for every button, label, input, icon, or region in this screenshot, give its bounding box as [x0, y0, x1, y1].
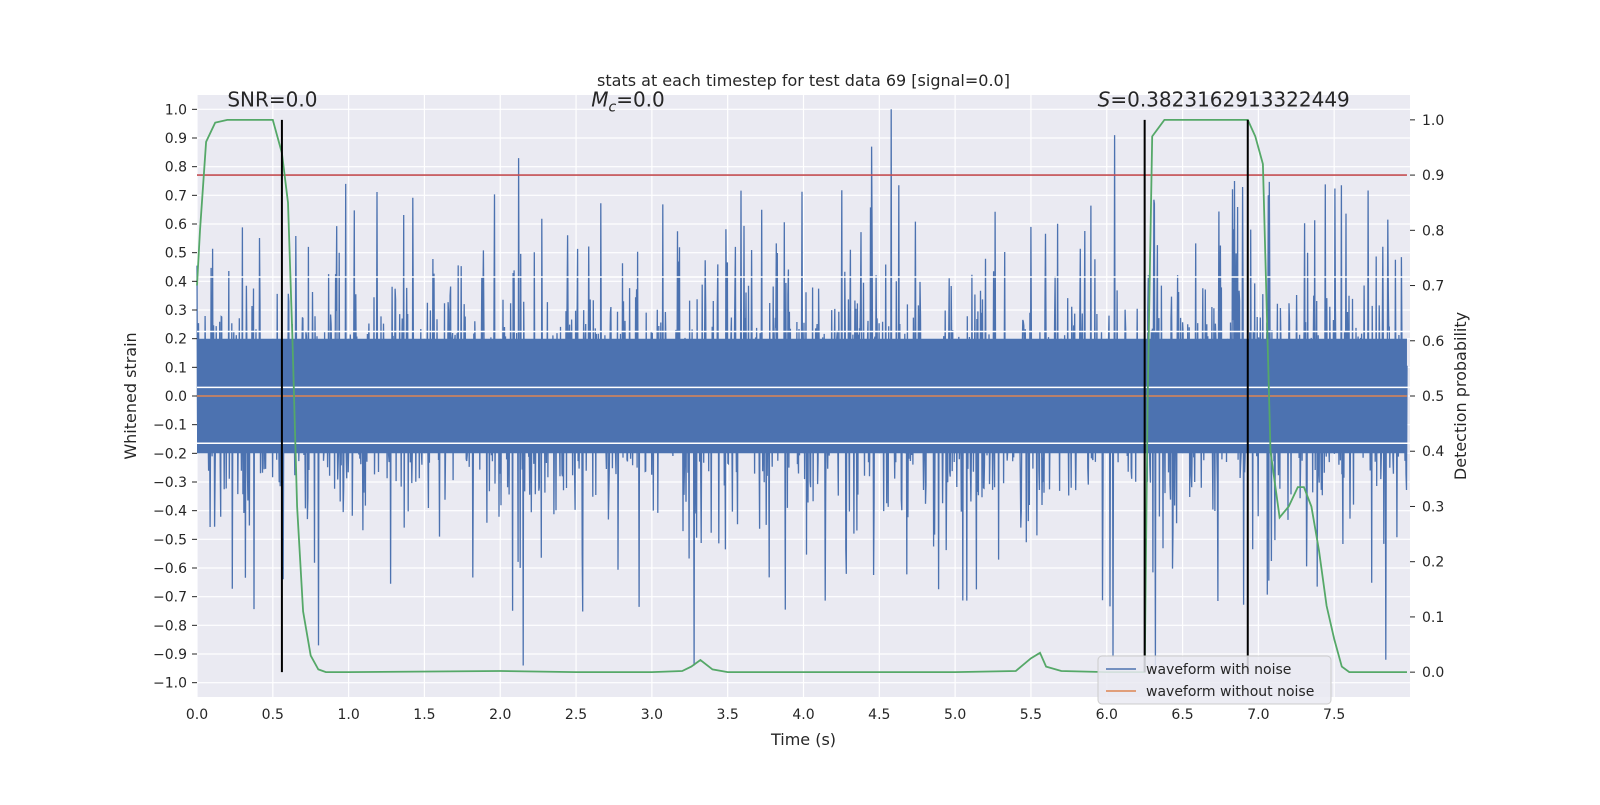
y2-tick-label: 0.6 — [1422, 334, 1444, 350]
x-tick-label: 4.5 — [868, 707, 890, 723]
legend-label: waveform with noise — [1146, 662, 1291, 678]
x-tick-label: 3.0 — [641, 707, 663, 723]
x-axis-label: Time (s) — [770, 730, 836, 749]
y2-tick-label: 0.2 — [1422, 555, 1444, 571]
y-tick-label: −0.1 — [153, 418, 187, 434]
y2-axis-label: Detection probability — [1451, 312, 1470, 480]
y2-tick-label: 0.9 — [1422, 168, 1444, 184]
x-tick-label: 4.0 — [792, 707, 814, 723]
annotations-layer: SNR=0.0 Mc=0.0 S=0.3823162913322449 — [227, 87, 1349, 115]
y-tick-label: 0.7 — [165, 188, 187, 204]
y2-tick-label: 0.4 — [1422, 444, 1444, 460]
y-axis-label: Whitened strain — [121, 332, 140, 459]
x-tick-label: 7.5 — [1323, 707, 1345, 723]
y-tick-label: 0.6 — [165, 217, 187, 233]
legend: waveform with noise waveform without nois… — [1097, 655, 1332, 705]
axes-layer: 0.0 0.5 1.0 1.5 2.0 2.5 3.0 3.5 4.0 4.5 5.0 5.5 6.0 6… — [153, 102, 1444, 723]
x-tick-label: 7.0 — [1247, 707, 1269, 723]
y-tick-label: −0.2 — [153, 446, 187, 462]
y-tick-label: −0.5 — [153, 532, 187, 548]
annotation-snr: SNR=0.0 — [227, 87, 317, 111]
lines-layer — [196, 119, 1410, 673]
y2-tick-label: 0.5 — [1422, 389, 1444, 405]
y-tick-label: −0.6 — [153, 561, 187, 577]
y-tick-label: −0.7 — [153, 590, 187, 606]
x-tick-label: 6.5 — [1171, 707, 1193, 723]
x-tick-label: 2.5 — [565, 707, 587, 723]
y-tick-label: 0.8 — [165, 160, 187, 176]
x-tick-label: 3.5 — [717, 707, 739, 723]
y2-tick-label: 0.1 — [1422, 610, 1444, 626]
annotation-mc: Mc=0.0 — [591, 87, 665, 115]
y-tick-label: −0.8 — [153, 618, 187, 634]
x-tick-label: 0.5 — [262, 707, 284, 723]
y-tick-label: −0.4 — [153, 504, 187, 520]
y2-tick-label: 0.0 — [1422, 665, 1444, 681]
y2-tick-label: 0.3 — [1422, 499, 1444, 515]
y2-tick-label: 0.7 — [1422, 279, 1444, 295]
x-tick-label: 1.0 — [337, 707, 359, 723]
x-tick-label: 6.0 — [1096, 707, 1118, 723]
y2-tick-label: 0.8 — [1422, 223, 1444, 239]
y-tick-label: −0.3 — [153, 475, 187, 491]
annotation-s: S=0.3823162913322449 — [1098, 87, 1350, 111]
y-tick-label: 0.5 — [165, 246, 187, 262]
series-line-detection-probability — [196, 119, 1407, 673]
y-tick-label: 1.0 — [165, 102, 187, 118]
y-tick-label: 0.0 — [165, 389, 187, 405]
y-tick-label: 0.3 — [165, 303, 187, 319]
legend-label: waveform without noise — [1146, 684, 1314, 700]
x-tick-label: 1.5 — [413, 707, 435, 723]
y-tick-label: −1.0 — [153, 676, 187, 692]
y-tick-label: 0.9 — [165, 131, 187, 147]
x-tick-label: 5.5 — [1020, 707, 1042, 723]
y-tick-label: 0.4 — [165, 274, 187, 290]
x-tick-label: 2.0 — [489, 707, 511, 723]
legend-box — [1097, 655, 1332, 705]
y2-tick-label: 1.0 — [1422, 113, 1444, 129]
x-tick-label: 5.0 — [944, 707, 966, 723]
chart-title: stats at each timestep for test data 69 … — [597, 71, 1010, 90]
y-tick-label: 0.2 — [165, 332, 187, 348]
y-tick-label: −0.9 — [153, 647, 187, 663]
x-tick-label: 0.0 — [186, 707, 208, 723]
y-tick-label: 0.1 — [165, 360, 187, 376]
